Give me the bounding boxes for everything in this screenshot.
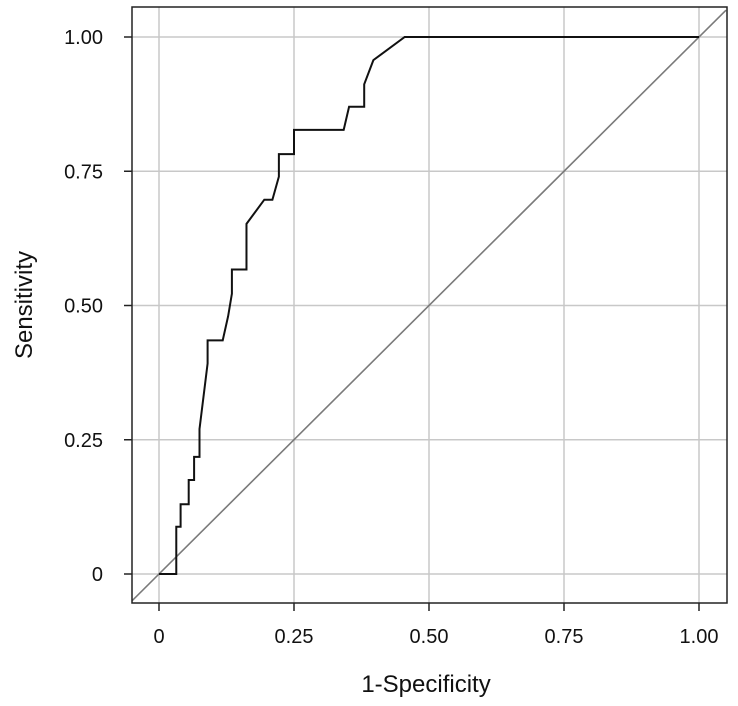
y-tick-label: 0 <box>92 564 103 586</box>
roc-curve-layer <box>159 36 699 575</box>
y-axis-title: Sensitivity <box>11 251 38 359</box>
y-tick-label: 1.00 <box>64 27 103 49</box>
x-tick-label: 0.50 <box>410 626 449 648</box>
roc-curve-line <box>159 36 699 575</box>
y-tick-label: 0.75 <box>64 161 103 183</box>
y-tick-label: 0.25 <box>64 430 103 452</box>
x-tick-label: 0.75 <box>545 626 584 648</box>
x-tick-label: 0 <box>153 626 164 648</box>
x-tick-label: 0.25 <box>275 626 314 648</box>
reference-diagonal-line <box>132 9 727 602</box>
reference-diagonal-layer <box>132 9 727 602</box>
x-tick-label: 1.00 <box>680 626 719 648</box>
x-axis-title: 1-Specificity <box>361 671 490 698</box>
axes: 0 0.25 0.50 0.75 1.00 0 0.25 0.50 0.75 1.00 <box>64 6 728 648</box>
y-tick-label: 0.50 <box>64 296 103 318</box>
